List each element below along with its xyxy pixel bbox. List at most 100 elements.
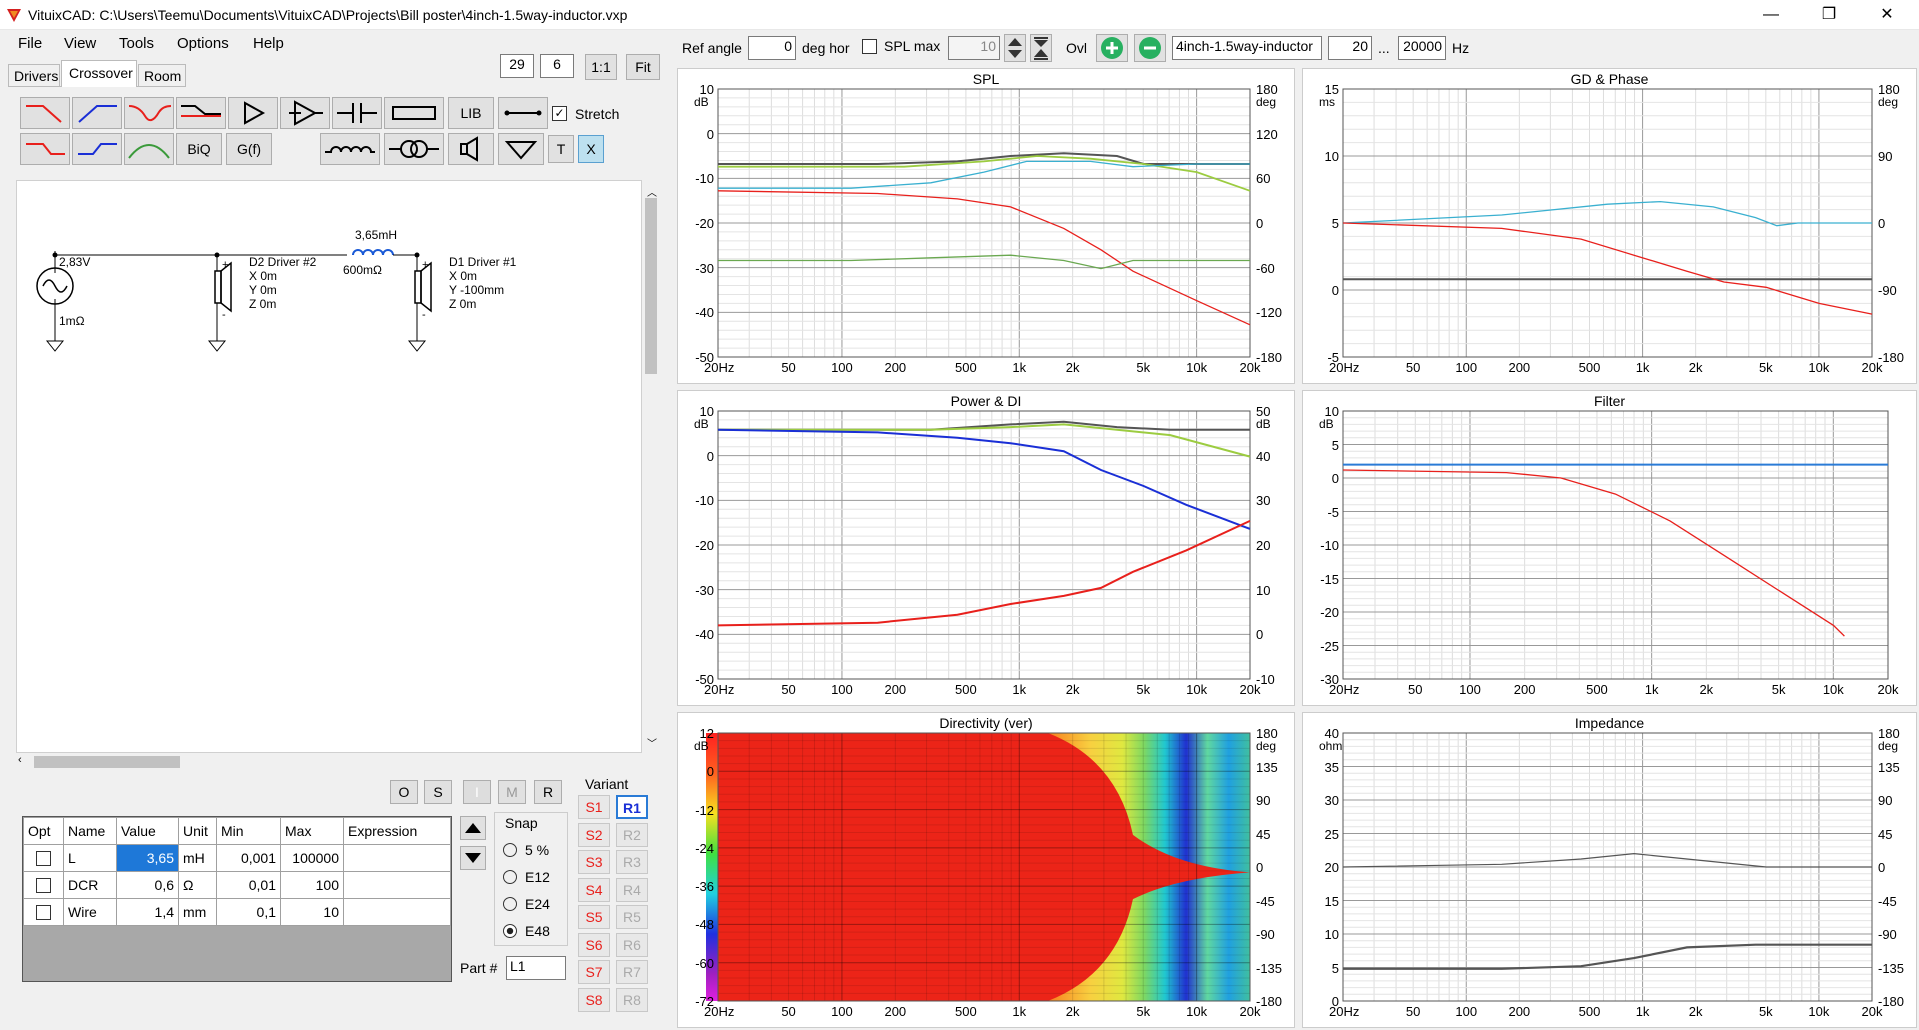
max-cell[interactable]: 10	[280, 898, 344, 926]
tab-room[interactable]: Room	[138, 64, 186, 86]
remove-overlay-button[interactable]	[1134, 34, 1166, 62]
opt-checkbox[interactable]	[36, 850, 51, 866]
radio-circle[interactable]	[503, 897, 517, 911]
resistor-button[interactable]	[384, 97, 444, 129]
scroll-left-icon[interactable]: ‹	[18, 754, 22, 766]
zoom-field-a[interactable]: 29	[500, 54, 534, 78]
tab-crossover[interactable]: Crossover	[61, 60, 137, 87]
horizontal-scrollbar[interactable]: ‹	[16, 753, 642, 771]
invert-button[interactable]: I	[463, 780, 491, 804]
lowpass-2-button[interactable]	[20, 133, 70, 165]
expression-cell[interactable]	[343, 898, 451, 926]
freq-high-field[interactable]: 20000	[1398, 36, 1446, 60]
rotate-button[interactable]: R	[534, 780, 562, 804]
variant-s1-button[interactable]: S1	[578, 795, 610, 819]
splmax-checkbox[interactable]	[862, 39, 877, 54]
spl-graph[interactable]: SPL 10 0 -10 -20 -30 -40 -50 dB 180 120 60 0 -60 -120-…	[677, 68, 1295, 384]
mirror-button[interactable]: M	[498, 780, 526, 804]
minimize-button[interactable]: —	[1763, 6, 1779, 23]
part-field[interactable]: L1	[506, 956, 566, 980]
overlay-name-field[interactable]: 4inch-1.5way-inductor	[1172, 36, 1322, 60]
expression-cell[interactable]	[343, 871, 451, 899]
menu-help[interactable]: Help	[253, 35, 284, 52]
lowpass-1-button[interactable]	[20, 97, 70, 129]
shrink-button[interactable]	[1030, 34, 1052, 62]
max-cell[interactable]: 100000	[280, 844, 344, 872]
menu-file[interactable]: File	[18, 35, 43, 52]
min-cell[interactable]: 0,1	[216, 898, 281, 926]
value-cell[interactable]: 3,65	[116, 844, 179, 872]
tab-drivers[interactable]: Drivers	[8, 64, 60, 86]
min-cell[interactable]: 0,01	[216, 871, 281, 899]
scroll-down-icon[interactable]: ﹀	[647, 739, 657, 750]
notch-button[interactable]	[124, 97, 174, 129]
variant-s7-button[interactable]: S7	[578, 960, 610, 984]
zoom-fit-button[interactable]: Fit	[626, 54, 660, 80]
text-tool-button[interactable]: T	[548, 135, 574, 163]
zoom-field-b[interactable]: 6	[540, 54, 574, 78]
variant-r6-button[interactable]: R6	[616, 932, 648, 957]
variant-r7-button[interactable]: R7	[616, 960, 648, 984]
menu-view[interactable]: View	[64, 35, 97, 52]
shelf-button[interactable]	[176, 97, 226, 129]
value-cell[interactable]: 0,6	[116, 871, 179, 899]
radio-circle[interactable]	[503, 843, 517, 857]
opt-checkbox[interactable]	[36, 877, 51, 893]
ref-angle-field[interactable]: 0	[748, 36, 796, 60]
variant-r4-button[interactable]: R4	[616, 877, 648, 902]
splmax-field[interactable]: 10	[948, 36, 1000, 60]
variant-s5-button[interactable]: S5	[578, 905, 610, 929]
radio-circle-selected[interactable]	[503, 924, 517, 938]
highpass-2-button[interactable]	[72, 133, 122, 165]
min-cell[interactable]: 0,001	[216, 844, 281, 872]
opt-checkbox[interactable]	[36, 904, 51, 920]
variant-r8-button[interactable]: R8	[616, 987, 648, 1012]
variant-r5-button[interactable]: R5	[616, 905, 648, 929]
open-button[interactable]: O	[390, 780, 418, 804]
menu-tools[interactable]: Tools	[119, 35, 155, 52]
delete-tool-button[interactable]: X	[578, 135, 604, 163]
move-up-button[interactable]	[460, 816, 486, 840]
power-di-graph[interactable]: Power & DI 10 0 -10 -20 -30 -40 -50 dB 50 40 30 20 10…	[677, 390, 1295, 706]
shift-updown-button[interactable]	[1004, 34, 1026, 62]
stretch-checkbox[interactable]: ✓	[552, 106, 567, 121]
driver2-label[interactable]: D2 Driver #2 X 0m Y 0m Z 0m	[249, 255, 316, 311]
vertical-scroll-thumb[interactable]	[645, 198, 657, 374]
zoom-1to1-button[interactable]: 1:1	[585, 54, 617, 80]
transfer-function-button[interactable]: G(f)	[226, 133, 272, 165]
inductor-button[interactable]	[320, 133, 380, 165]
vertical-scrollbar[interactable]: ︿ ﹀	[642, 180, 660, 753]
opt-cell[interactable]	[23, 871, 64, 899]
schematic-canvas[interactable]: + - + - 2,83V 1mΩ 3,65mH 600mΩ D2 Driver #…	[16, 180, 642, 753]
variant-s3-button[interactable]: S3	[578, 850, 610, 874]
capacitor-button[interactable]	[332, 97, 382, 129]
move-down-button[interactable]	[460, 846, 486, 870]
snap-option-5pct[interactable]: 5 %	[503, 837, 550, 864]
transformer-button[interactable]	[384, 133, 444, 165]
expression-cell[interactable]	[343, 844, 451, 872]
ground-button[interactable]	[498, 133, 544, 165]
snap-option-e12[interactable]: E12	[503, 864, 550, 891]
impedance-graph[interactable]: Impedance 40 35 30 25 20 15 10 5 0 ohm 180 135 90 45 0-…	[1302, 712, 1917, 1028]
wire-button[interactable]	[498, 97, 548, 129]
library-button[interactable]: LIB	[448, 97, 494, 129]
directivity-graph[interactable]: Directivity (ver) 12 0 -12 -24 -36 -48 -60 -72 dB…	[677, 712, 1295, 1028]
add-overlay-button[interactable]	[1096, 34, 1128, 62]
driver-button[interactable]	[448, 133, 494, 165]
close-button[interactable]: ✕	[1880, 6, 1894, 23]
highpass-1-button[interactable]	[72, 97, 122, 129]
scroll-up-icon[interactable]: ︿	[647, 188, 657, 199]
biquad-button[interactable]: BiQ	[176, 133, 222, 165]
variant-r2-button[interactable]: R2	[616, 822, 648, 847]
amplifier-button[interactable]	[280, 97, 330, 129]
value-cell[interactable]: 1,4	[116, 898, 179, 926]
radio-circle[interactable]	[503, 870, 517, 884]
short-button[interactable]: S	[424, 780, 452, 804]
driver1-label[interactable]: D1 Driver #1 X 0m Y -100mm Z 0m	[449, 255, 516, 311]
gd-phase-graph[interactable]: GD & Phase 15 10 5 0 -5 ms 180 90 0 -90 -180 deg 20Hz…	[1302, 68, 1917, 384]
variant-r3-button[interactable]: R3	[616, 850, 648, 874]
opt-cell[interactable]	[23, 898, 64, 926]
snap-option-e48[interactable]: E48	[503, 918, 550, 945]
variant-s6-button[interactable]: S6	[578, 932, 610, 957]
max-cell[interactable]: 100	[280, 871, 344, 899]
